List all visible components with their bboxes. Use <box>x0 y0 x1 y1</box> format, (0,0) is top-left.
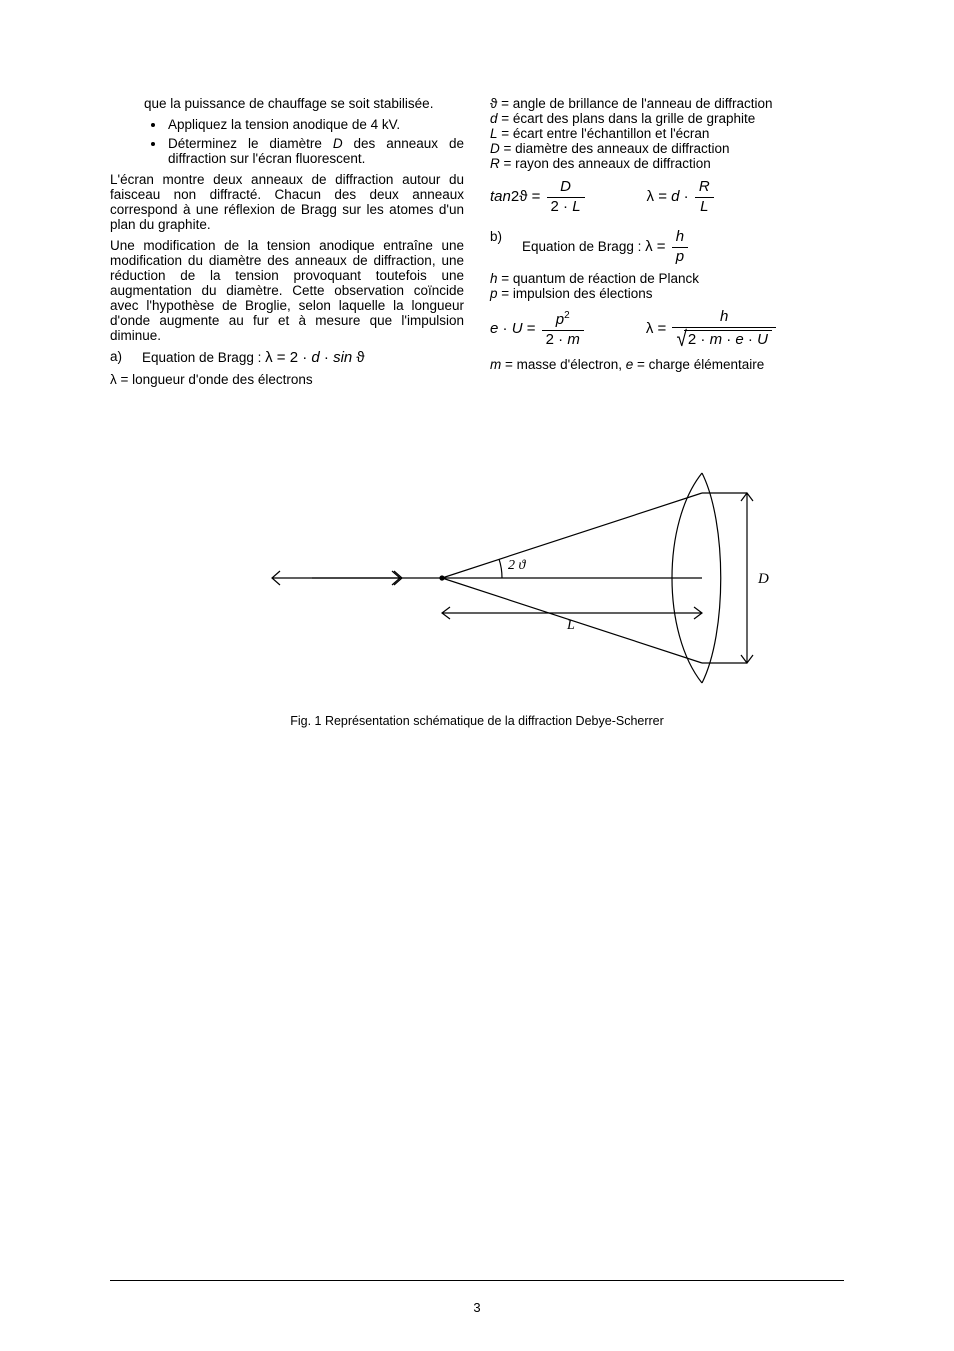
left-column: que la puissance de chauffage se soit st… <box>110 96 464 393</box>
figure-1: 2 ϑ L D Fig. 1 Représentation schématiqu… <box>110 463 844 728</box>
bullet-item: Appliquez la tension anodique de 4 kV. <box>166 117 464 132</box>
equation-lambda-dRL: λ = d · RL <box>647 179 716 215</box>
page-number: 3 <box>0 1300 954 1315</box>
bragg-equation-a: λ = 2 · d · sin ϑ <box>265 349 365 366</box>
definition-line: d = écart des plans dans la grille de gr… <box>490 111 844 126</box>
equation-eU: e · U = p22 · m <box>490 310 586 348</box>
definition-h: h = quantum de réaction de Planck <box>490 271 844 286</box>
body-paragraph: Une modification de la tension anodique … <box>110 238 464 343</box>
item-a-text: Equation de Bragg : <box>142 350 265 365</box>
item-b-text: Equation de Bragg : <box>522 239 645 254</box>
continuation-paragraph: que la puissance de chauffage se soit st… <box>110 96 464 111</box>
definition-line: L = écart entre l'échantillon et l'écran <box>490 126 844 141</box>
item-a-body: Equation de Bragg : λ = 2 · d · sin ϑ <box>142 349 464 366</box>
definition-p: p = impulsion des élections <box>490 286 844 301</box>
lambda-definition: λ = longueur d'onde des électrons <box>110 372 464 387</box>
definition-m: m = masse d'électron, e = charge élément… <box>490 357 844 372</box>
definition-line: D = diamètre des anneaux de diffraction <box>490 141 844 156</box>
item-b-body: Equation de Bragg : λ = hp <box>522 229 844 265</box>
right-column: ϑ = angle de brillance de l'anneau de di… <box>490 96 844 393</box>
angle-label: 2 ϑ <box>508 558 527 573</box>
item-a-label: a) <box>110 349 132 366</box>
footer-rule <box>110 1280 844 1281</box>
equation-tan2theta: tan2ϑ = D2 · L <box>490 179 587 215</box>
debye-scherrer-diagram: 2 ϑ L D <box>172 463 782 693</box>
body-paragraph: L'écran montre deux anneaux de diffracti… <box>110 172 464 232</box>
bullet-list: Appliquez la tension anodique de 4 kV. D… <box>110 117 464 166</box>
item-b-label: b) <box>490 229 512 265</box>
definition-line: ϑ = angle de brillance de l'anneau de di… <box>490 96 844 111</box>
L-label: L <box>566 618 575 633</box>
item-a: a) Equation de Bragg : λ = 2 · d · sin ϑ <box>110 349 464 366</box>
D-label: D <box>757 571 769 587</box>
figure-caption: Fig. 1 Représentation schématique de la … <box>110 714 844 728</box>
equation-row-tan-lambda: tan2ϑ = D2 · L λ = d · RL <box>490 179 844 215</box>
bragg-equation-b: λ = hp <box>645 238 690 255</box>
equation-lambda-h: λ = h√2 · m · e · U <box>646 309 778 349</box>
bullet-item: Déterminez le diamètre D des anneaux de … <box>166 136 464 166</box>
item-b: b) Equation de Bragg : λ = hp <box>490 229 844 265</box>
two-column-layout: que la puissance de chauffage se soit st… <box>110 96 844 393</box>
page-content: que la puissance de chauffage se soit st… <box>0 0 954 728</box>
definition-line: R = rayon des anneaux de diffraction <box>490 156 844 171</box>
equation-row-eU-lambda: e · U = p22 · m λ = h√2 · m · e · U <box>490 309 844 349</box>
